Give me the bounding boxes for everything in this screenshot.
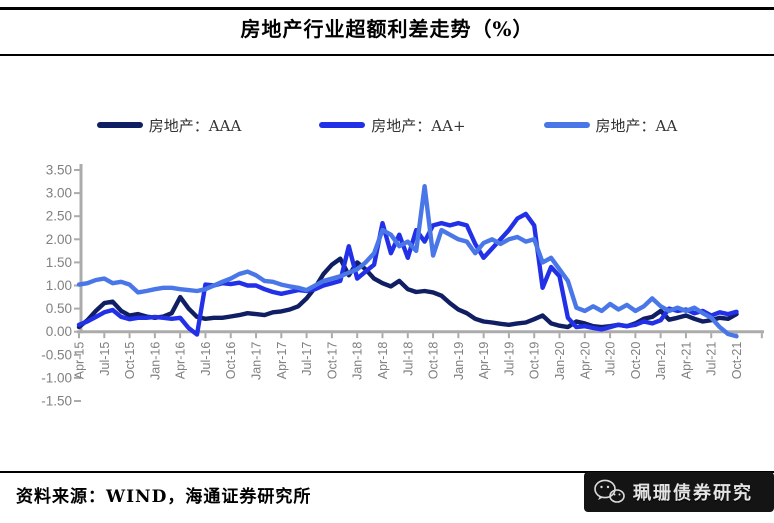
watermark-text: 珮珊债券研究 [633, 483, 753, 503]
svg-text:Jan-20: Jan-20 [553, 342, 567, 380]
wechat-icon [594, 479, 625, 503]
svg-text:Apr-21: Apr-21 [679, 342, 693, 380]
source-note: 资料来源：WIND，海通证券研究所 [16, 487, 312, 507]
svg-text:Jan-16: Jan-16 [148, 342, 162, 380]
svg-text:Oct-15: Oct-15 [123, 342, 137, 380]
svg-text:Oct-19: Oct-19 [528, 342, 542, 380]
excess-spread-line-chart: 3.50 3.00 2.50 2.00 1.50 1.00 0.50 0.00 -0.50 -1.… [41, 163, 764, 409]
svg-text:Jul-17: Jul-17 [300, 342, 314, 376]
svg-text:Jan-21: Jan-21 [654, 342, 668, 380]
legend-color-aa-plus [319, 122, 366, 128]
svg-text:Jul-19: Jul-19 [502, 342, 516, 376]
svg-text:-1.50: -1.50 [41, 394, 72, 409]
svg-text:Oct-16: Oct-16 [224, 342, 238, 380]
svg-text:Jul-16: Jul-16 [199, 342, 213, 376]
watermark-badge: 珮珊债券研究 [584, 472, 774, 512]
svg-text:1.50: 1.50 [46, 255, 72, 270]
legend-item-aa-plus: 房地产：AA+ [319, 115, 466, 136]
legend-label-aaa: 房地产：AAA [148, 116, 242, 135]
svg-text:Jan-18: Jan-18 [351, 342, 365, 380]
svg-text:Apr-18: Apr-18 [376, 342, 390, 380]
svg-text:-1.00: -1.00 [41, 370, 72, 385]
svg-text:Apr-19: Apr-19 [477, 342, 491, 380]
svg-text:Apr-17: Apr-17 [275, 342, 289, 380]
svg-text:Oct-18: Oct-18 [427, 342, 441, 380]
svg-text:Jul-21: Jul-21 [705, 342, 719, 376]
svg-text:Oct-20: Oct-20 [629, 342, 643, 380]
svg-text:Oct-17: Oct-17 [325, 342, 339, 380]
legend-item-aa: 房地产：AA [543, 115, 678, 136]
svg-text:Apr-16: Apr-16 [174, 342, 188, 380]
legend-item-aaa: 房地产：AAA [96, 115, 242, 136]
svg-text:-0.50: -0.50 [41, 347, 72, 362]
svg-text:Apr-20: Apr-20 [578, 342, 592, 380]
title-bottom-rule [0, 54, 774, 56]
svg-text:0.50: 0.50 [46, 301, 72, 316]
footer-rule [0, 471, 774, 473]
svg-text:Jul-18: Jul-18 [401, 342, 415, 376]
svg-text:2.50: 2.50 [46, 209, 72, 224]
svg-text:Apr-15: Apr-15 [73, 342, 87, 380]
title-top-rule [0, 7, 774, 10]
svg-text:Jan-17: Jan-17 [250, 342, 264, 380]
svg-text:3.50: 3.50 [46, 163, 72, 178]
svg-text:2.00: 2.00 [46, 232, 72, 247]
legend-color-aa [543, 122, 590, 128]
legend-label-aa: 房地产：AA [595, 116, 678, 135]
chart-title: 房地产行业超额利差走势（%） [240, 17, 534, 41]
svg-text:Oct-21: Oct-21 [730, 342, 744, 380]
legend-color-aaa [96, 122, 143, 128]
svg-text:0.00: 0.00 [46, 324, 72, 339]
svg-text:Jul-20: Jul-20 [604, 342, 618, 376]
svg-text:1.00: 1.00 [46, 278, 72, 293]
legend-label-aa-plus: 房地产：AA+ [371, 116, 466, 135]
svg-text:Jul-15: Jul-15 [98, 342, 112, 376]
svg-text:3.00: 3.00 [46, 186, 72, 201]
svg-text:Jan-19: Jan-19 [452, 342, 466, 380]
legend: 房地产：AAA 房地产：AA+ 房地产：AA [0, 112, 774, 138]
